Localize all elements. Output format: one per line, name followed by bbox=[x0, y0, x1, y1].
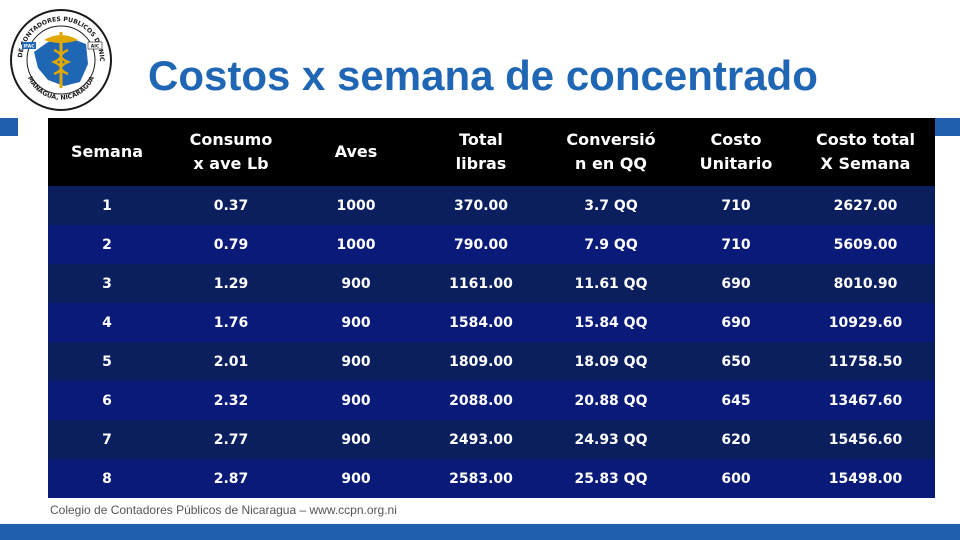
table-cell: 3 bbox=[102, 275, 112, 292]
table-cell: 2493.00 bbox=[449, 431, 513, 448]
table-cell: 900 bbox=[341, 314, 371, 331]
table-cell: 24.93 QQ bbox=[574, 431, 648, 448]
column-header-line: Semana bbox=[70, 142, 144, 161]
table-cell: 650 bbox=[721, 353, 751, 370]
table-row: 5 2.01 900 1809.00 18.09 QQ 650 11758.50 bbox=[48, 342, 935, 381]
table-cell: 690 bbox=[721, 314, 751, 331]
table-header-row: Semana Consumo x ave Lb Aves Total libras Conv… bbox=[48, 118, 935, 186]
table-cell: 15498.00 bbox=[828, 470, 903, 487]
table-cell: 620 bbox=[721, 431, 751, 448]
table-cell: 600 bbox=[721, 470, 751, 487]
footer-credit: Colegio de Contadores Públicos de Nicara… bbox=[50, 503, 397, 517]
table-cell: 7.9 QQ bbox=[584, 236, 638, 253]
table-cell: 2627.00 bbox=[833, 197, 898, 214]
table-cell: 18.09 QQ bbox=[574, 353, 648, 370]
column-header-line: X Semana bbox=[820, 154, 911, 173]
table-cell: 2583.00 bbox=[449, 470, 513, 487]
column-header-6: Costo Unitario bbox=[676, 118, 796, 186]
table-cell: 1.29 bbox=[213, 275, 249, 292]
table-cell: 370.00 bbox=[453, 197, 509, 214]
table-cell: 2088.00 bbox=[449, 392, 513, 409]
table-cell: 710 bbox=[721, 197, 751, 214]
table-cell: 900 bbox=[341, 470, 371, 487]
table-cell: 1 bbox=[102, 197, 112, 214]
table-cell: 10929.60 bbox=[828, 314, 903, 331]
table-cell: 11.61 QQ bbox=[574, 275, 648, 292]
top-accent-band bbox=[0, 118, 960, 136]
table-row: 4 1.76 900 1584.00 15.84 QQ 690 10929.60 bbox=[48, 303, 935, 342]
table-cell: 1584.00 bbox=[449, 314, 513, 331]
column-header-line: Costo bbox=[710, 130, 762, 149]
svg-text:IFAC: IFAC bbox=[23, 44, 35, 50]
table-cell: 1000 bbox=[336, 236, 376, 253]
column-header-line: x ave Lb bbox=[193, 154, 269, 173]
costs-table: Semana Consumo x ave Lb Aves Total libras Conv… bbox=[48, 118, 935, 498]
table-cell: 900 bbox=[341, 431, 371, 448]
page-title: Costos x semana de concentrado bbox=[148, 52, 818, 99]
table-row: 6 2.32 900 2088.00 20.88 QQ 645 13467.60 bbox=[48, 381, 935, 420]
table-cell: 25.83 QQ bbox=[574, 470, 648, 487]
table-cell: 0.79 bbox=[213, 236, 249, 253]
column-header-4: Total libras bbox=[416, 118, 546, 186]
table-cell: 900 bbox=[341, 353, 371, 370]
column-header-line: Costo total bbox=[815, 130, 916, 149]
table-body: 1 0.37 1000 370.00 3.7 QQ 710 2627.00 2 0.79 1000… bbox=[48, 186, 935, 498]
column-header-line: n en QQ bbox=[575, 154, 647, 173]
table-row: 1 0.37 1000 370.00 3.7 QQ 710 2627.00 bbox=[48, 186, 935, 225]
column-header-3: Aves bbox=[296, 118, 416, 186]
column-header-1: Semana bbox=[48, 118, 166, 186]
table-cell: 13467.60 bbox=[828, 392, 903, 409]
table-cell: 790.00 bbox=[453, 236, 509, 253]
table-cell: 11758.50 bbox=[828, 353, 903, 370]
costs-table-container: Semana Consumo x ave Lb Aves Total libras Conv… bbox=[48, 118, 935, 498]
table-cell: 20.88 QQ bbox=[574, 392, 648, 409]
table-cell: 7 bbox=[102, 431, 112, 448]
table-cell: 8010.90 bbox=[833, 275, 898, 292]
table-cell: 0.37 bbox=[213, 197, 249, 214]
table-cell: 4 bbox=[102, 314, 112, 331]
table-cell: 1000 bbox=[336, 197, 376, 214]
table-cell: 645 bbox=[721, 392, 751, 409]
table-cell: 5 bbox=[102, 353, 112, 370]
table-cell: 690 bbox=[721, 275, 751, 292]
ccpn-logo: COLEGIO DE CONTADORES PUBLICOS DE NICARA… bbox=[8, 2, 112, 111]
table-cell: 2.77 bbox=[213, 431, 249, 448]
table-row: 3 1.29 900 1161.00 11.61 QQ 690 8010.90 bbox=[48, 264, 935, 303]
table-cell: 2.32 bbox=[213, 392, 249, 409]
column-header-line: Conversió bbox=[566, 130, 656, 149]
svg-text:AIC: AIC bbox=[91, 44, 100, 50]
table-cell: 710 bbox=[721, 236, 751, 253]
table-cell: 15.84 QQ bbox=[574, 314, 648, 331]
table-row: 7 2.77 900 2493.00 24.93 QQ 620 15456.60 bbox=[48, 420, 935, 459]
table-cell: 900 bbox=[341, 392, 371, 409]
table-cell: 6 bbox=[102, 392, 112, 409]
table-cell: 8 bbox=[102, 470, 112, 487]
column-header-line: libras bbox=[455, 154, 507, 173]
table-cell: 2.87 bbox=[213, 470, 249, 487]
table-cell: 1809.00 bbox=[449, 353, 513, 370]
table-row: 8 2.87 900 2583.00 25.83 QQ 600 15498.00 bbox=[48, 459, 935, 498]
table-cell: 2 bbox=[102, 236, 112, 253]
table-cell: 5609.00 bbox=[833, 236, 898, 253]
table-cell: 900 bbox=[341, 275, 371, 292]
column-header-line: Consumo bbox=[189, 130, 273, 149]
table-cell: 1.76 bbox=[213, 314, 249, 331]
column-header-line: Aves bbox=[334, 142, 378, 161]
column-header-line: Total bbox=[459, 130, 503, 149]
column-header-line: Unitario bbox=[699, 154, 773, 173]
table-cell: 15456.60 bbox=[828, 431, 903, 448]
column-header-7: Costo total X Semana bbox=[796, 118, 935, 186]
table-cell: 2.01 bbox=[213, 353, 249, 370]
table-cell: 1161.00 bbox=[449, 275, 513, 292]
column-header-5: Conversió n en QQ bbox=[546, 118, 676, 186]
table-row: 2 0.79 1000 790.00 7.9 QQ 710 5609.00 bbox=[48, 225, 935, 264]
table-cell: 3.7 QQ bbox=[584, 197, 638, 214]
bottom-accent-band bbox=[0, 524, 960, 540]
column-header-2: Consumo x ave Lb bbox=[166, 118, 296, 186]
